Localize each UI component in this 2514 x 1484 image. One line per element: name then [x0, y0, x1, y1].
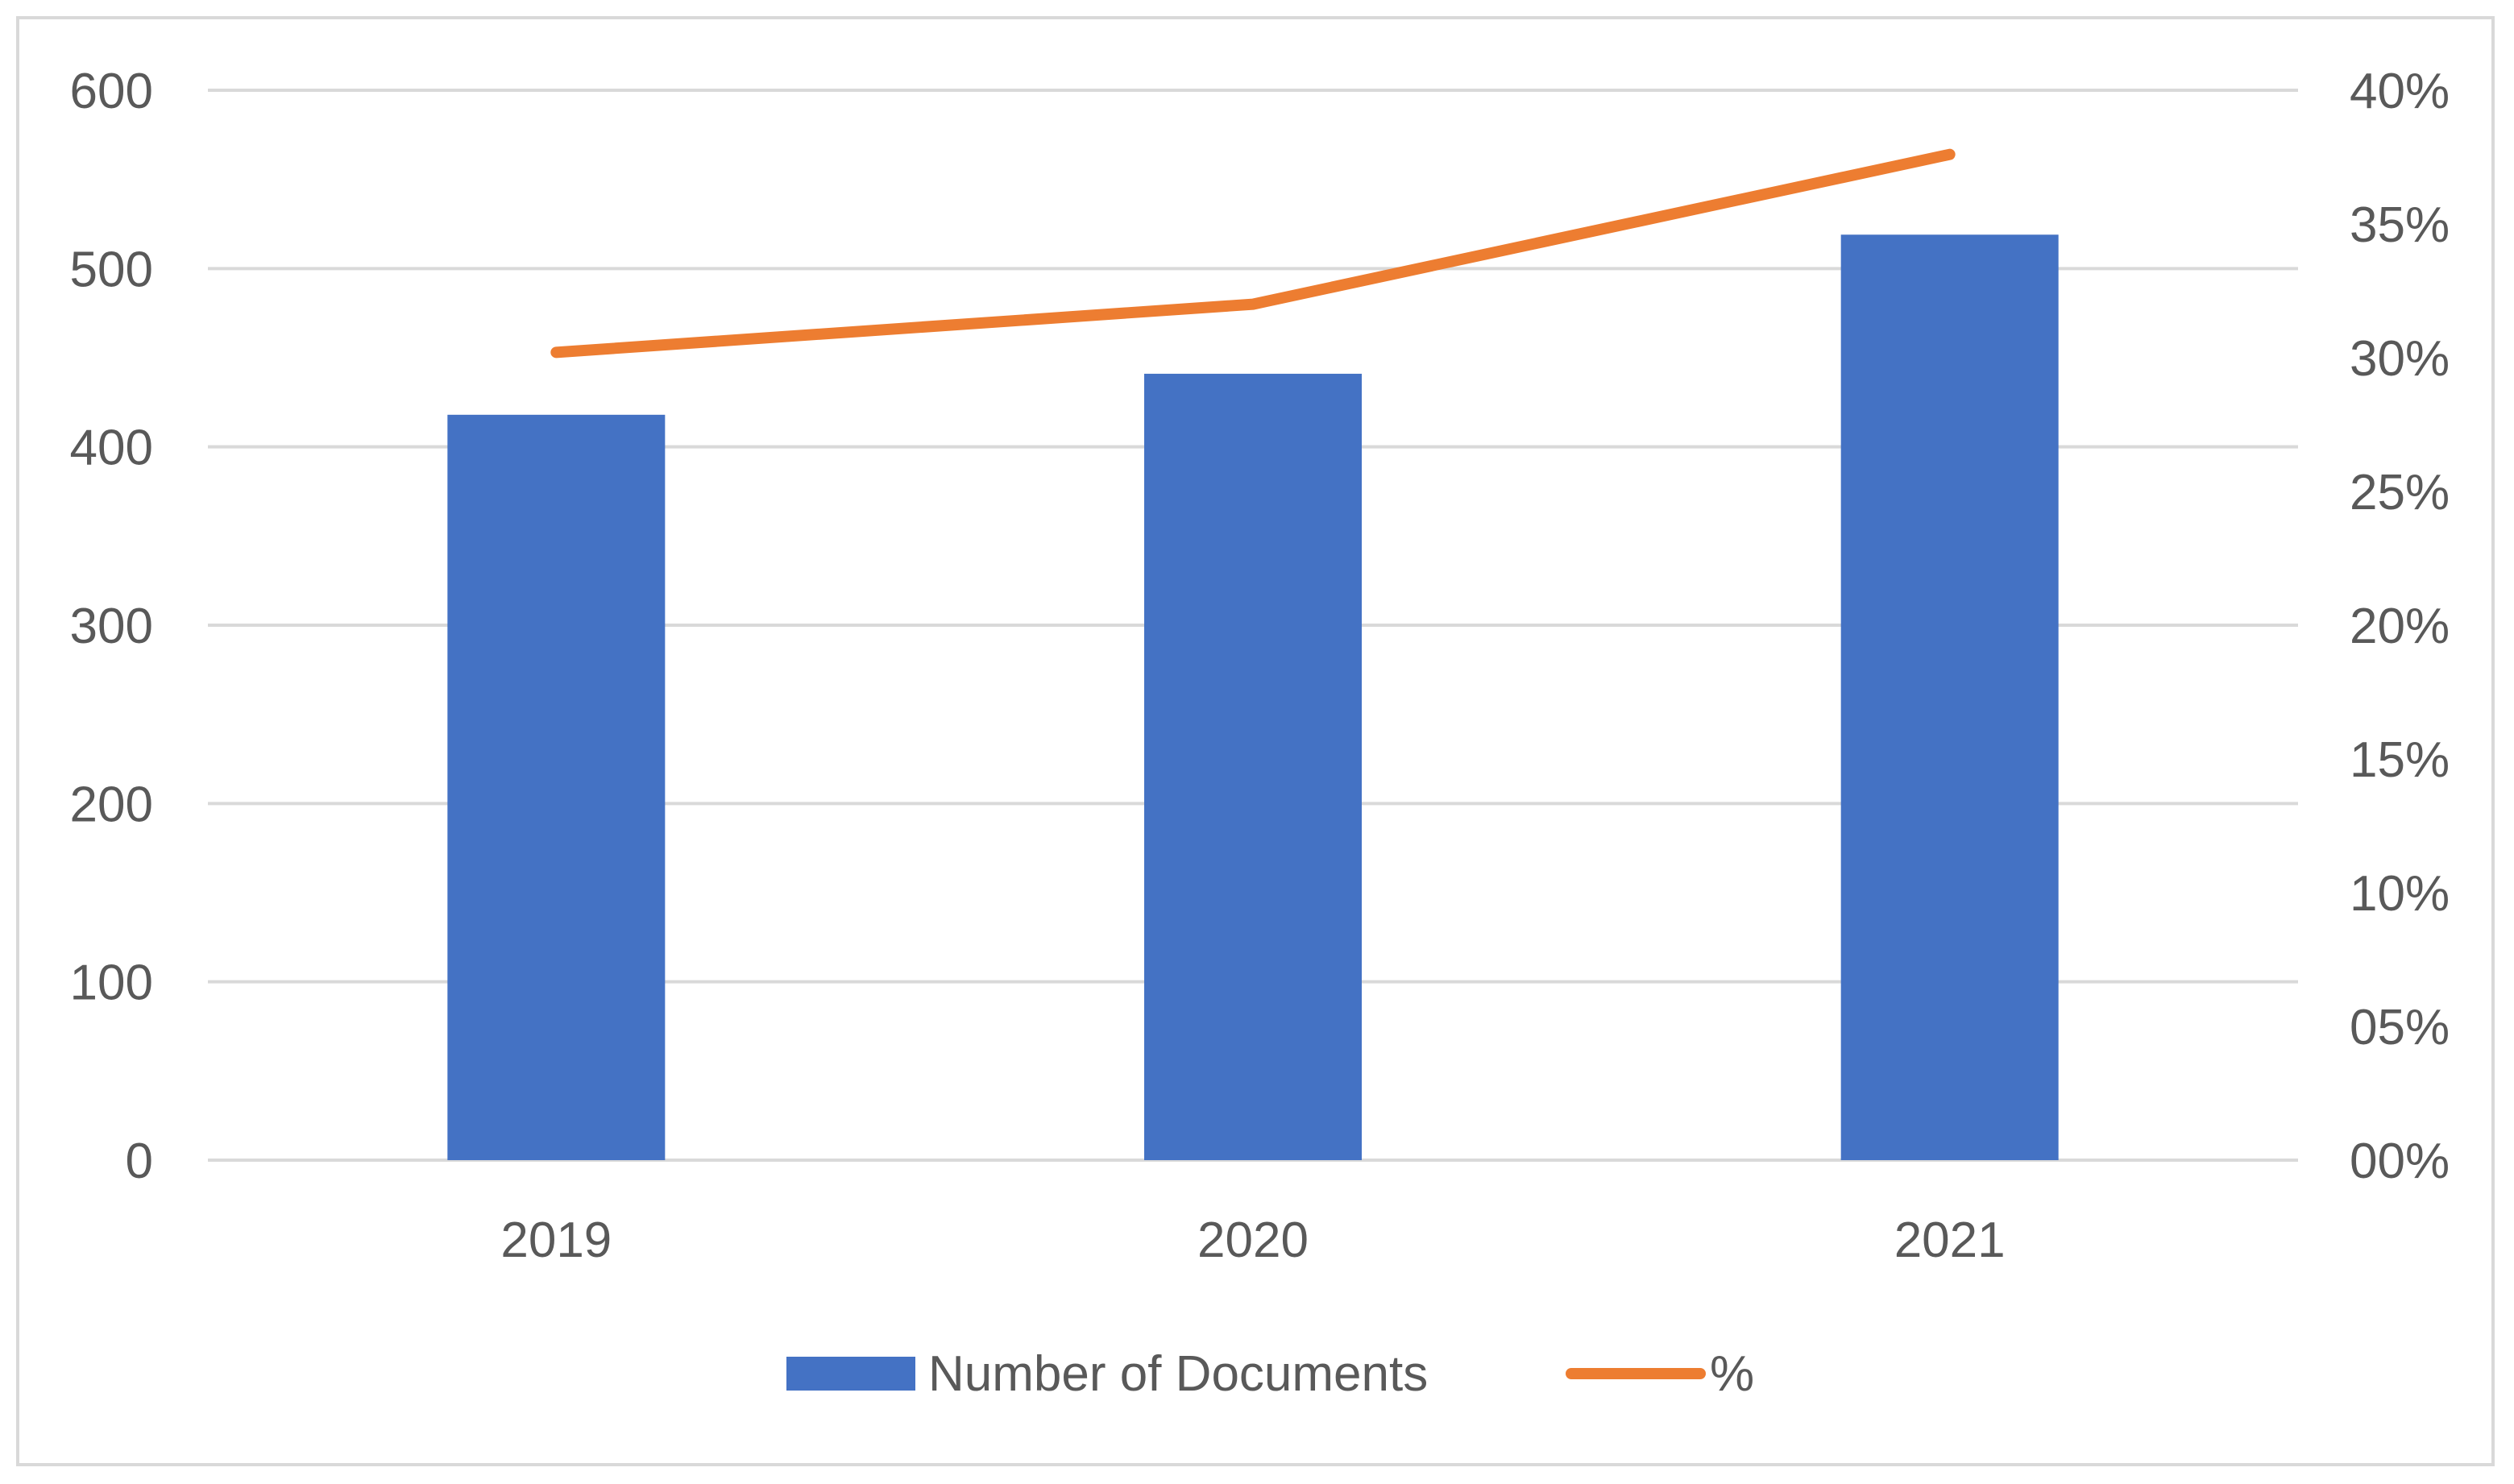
legend-label-number-of-documents: Number of Documents [928, 1346, 1428, 1402]
right-axis-tick-label: 20% [2350, 599, 2450, 654]
right-axis-tick-label: 15% [2350, 732, 2450, 788]
left-axis-tick-label: 500 [70, 242, 153, 297]
bar-number-of-documents [1840, 234, 2059, 1160]
x-axis-tick-label: 2021 [1894, 1212, 2006, 1268]
left-axis-tick-label: 300 [70, 599, 153, 654]
right-axis-tick-label: 30% [2350, 331, 2450, 387]
right-axis-tick-label: 10% [2350, 866, 2450, 922]
left-axis-tick-label: 100 [70, 955, 153, 1011]
x-axis-tick-label: 2019 [500, 1212, 612, 1268]
left-axis-tick-labels: 0 100 200 300 400 500 600 [70, 64, 153, 1189]
right-axis-tick-label: 05% [2350, 1000, 2450, 1055]
line-percent [550, 148, 1956, 359]
right-axis-tick-label: 00% [2350, 1134, 2450, 1189]
right-axis-tick-labels: 00% 05% 10% 15% 20% 25% 30% 35% 40% [2350, 64, 2450, 1189]
right-axis-tick-label: 25% [2350, 465, 2450, 520]
bar-number-of-documents [447, 414, 666, 1160]
legend: Number of Documents % [786, 1346, 1754, 1402]
bar-number-of-documents [1144, 373, 1362, 1160]
right-axis-tick-label: 35% [2350, 197, 2450, 253]
bar-series [447, 234, 2059, 1160]
left-axis-tick-label: 200 [70, 777, 153, 832]
left-axis-tick-label: 400 [70, 421, 153, 476]
right-axis-tick-label: 40% [2350, 64, 2450, 119]
left-axis-tick-label: 600 [70, 64, 153, 119]
line-series [550, 148, 1956, 359]
left-axis-tick-label: 0 [126, 1134, 153, 1189]
x-axis-tick-label: 2020 [1197, 1212, 1309, 1268]
legend-label-percent: % [1710, 1346, 1754, 1402]
legend-swatch-number-of-documents [786, 1357, 915, 1391]
x-axis-tick-labels: 2019 2020 2021 [500, 1212, 2005, 1268]
